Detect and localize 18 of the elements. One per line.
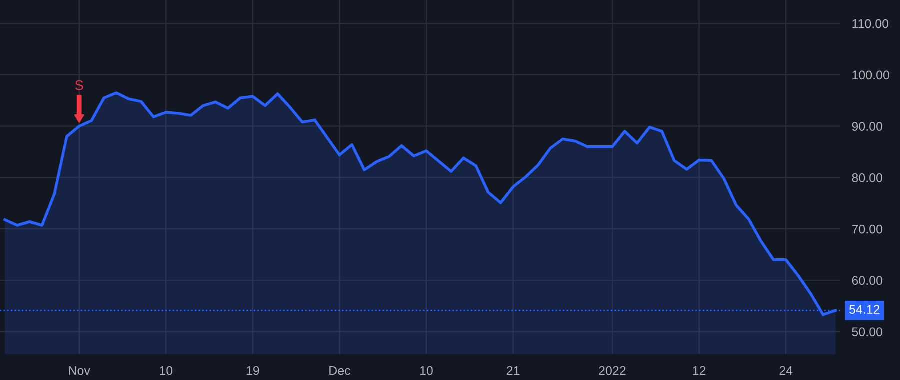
- x-tick-label: 21: [506, 366, 520, 376]
- y-tick-label: 100.00: [852, 70, 890, 80]
- x-tick-label: Nov: [69, 366, 90, 376]
- y-tick-label: 60.00: [852, 276, 883, 286]
- y-tick-label: 90.00: [852, 122, 883, 132]
- y-tick-label: 80.00: [852, 174, 883, 182]
- y-tick-label: 110.00: [852, 19, 889, 28]
- x-tick-label: 10: [420, 366, 433, 376]
- x-tick-label: Dec: [330, 366, 350, 376]
- x-tick-label: 10: [160, 366, 173, 376]
- ref-line-label: 54.12: [850, 305, 880, 314]
- x-tick-label: 12: [693, 366, 706, 376]
- x-tick-label: 2022: [599, 366, 626, 376]
- y-tick-label: 50.00: [852, 328, 883, 336]
- x-tick-label: 19: [246, 366, 260, 376]
- y-tick-label: 70.00: [852, 224, 883, 234]
- annotation: S: [75, 80, 84, 90]
- x-tick-label: 24: [780, 366, 793, 376]
